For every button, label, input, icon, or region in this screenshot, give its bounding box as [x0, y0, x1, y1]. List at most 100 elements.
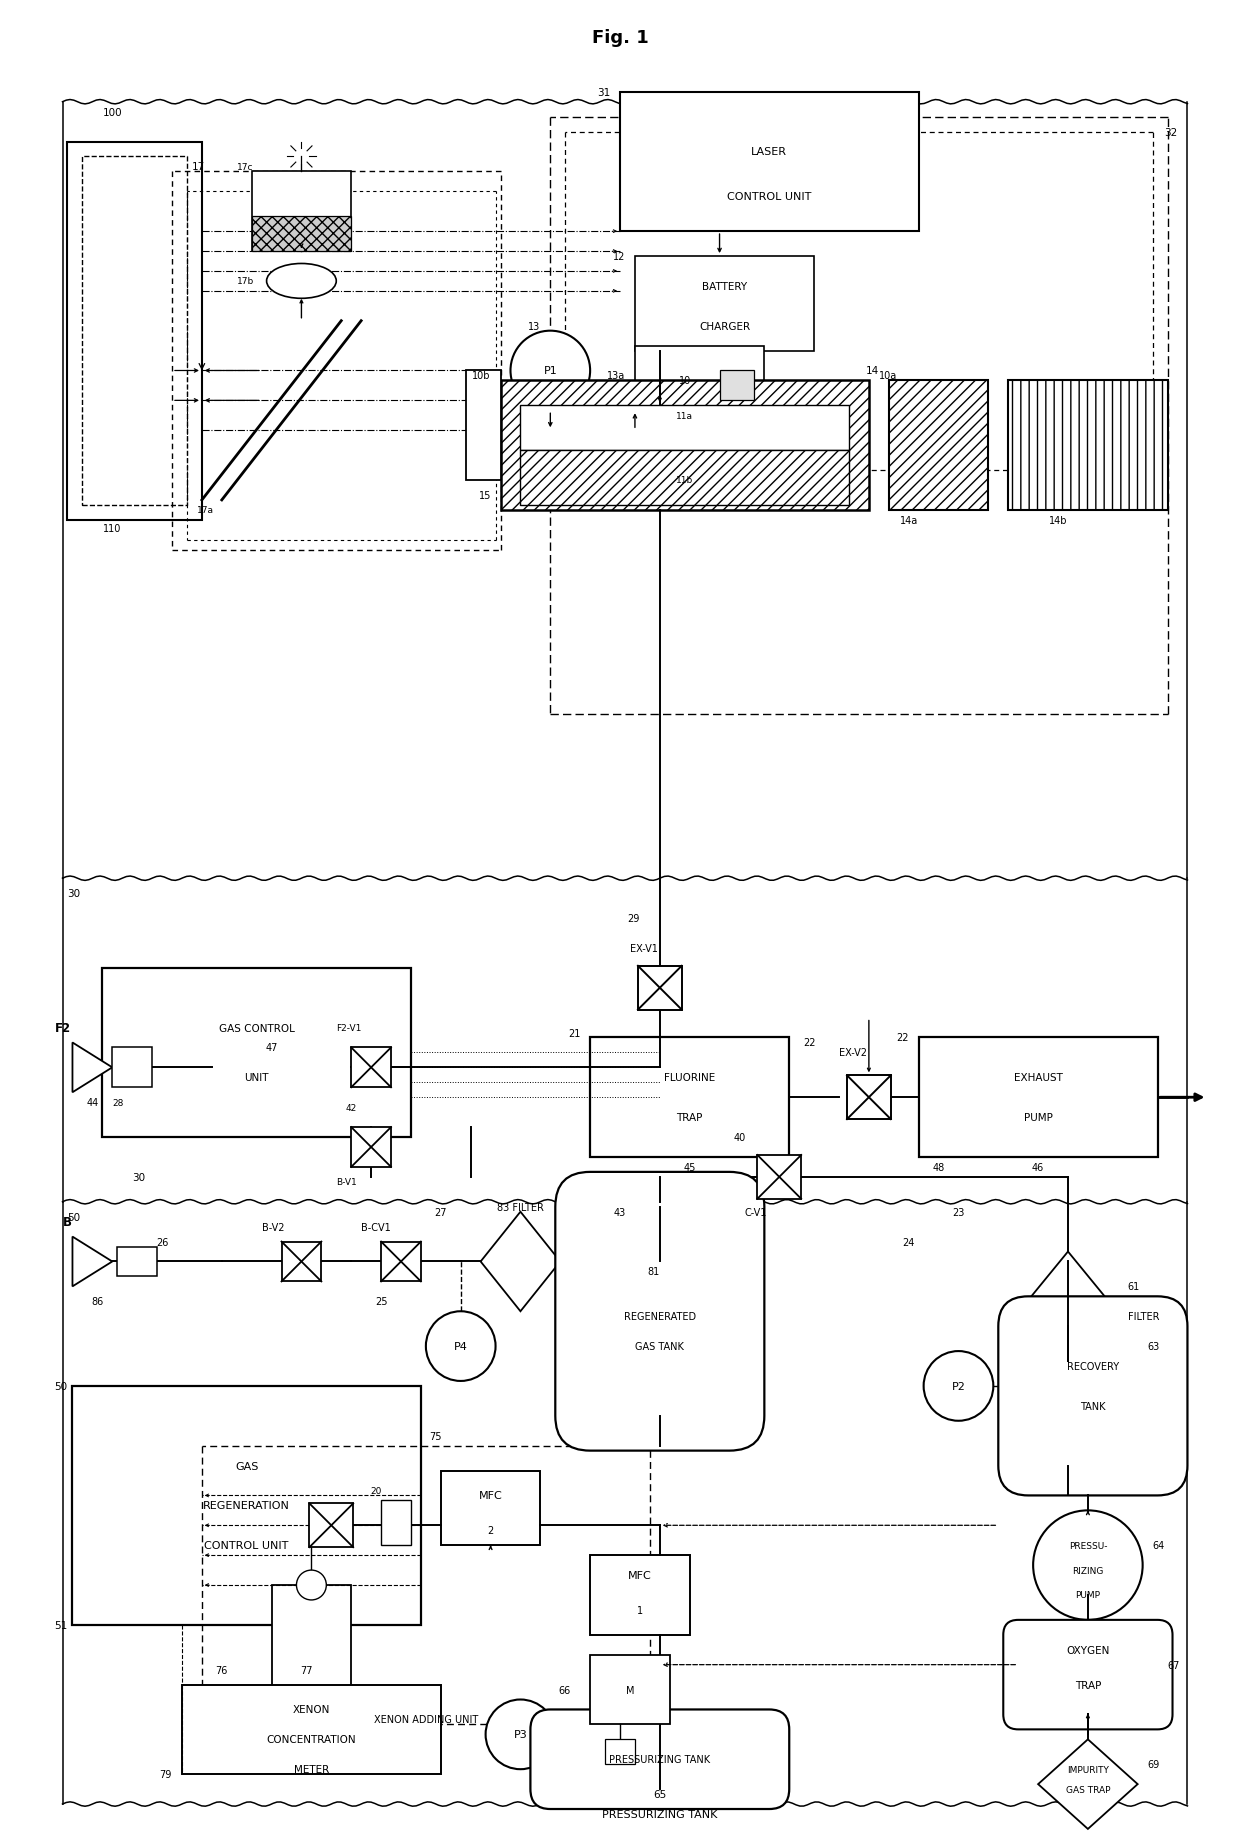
Text: 63: 63 — [1148, 1342, 1159, 1351]
Text: M: M — [626, 1685, 634, 1695]
Bar — [272, 1586, 351, 1695]
Text: 31: 31 — [596, 87, 610, 98]
Text: 10a: 10a — [879, 371, 897, 381]
Text: TANK: TANK — [1080, 1401, 1106, 1412]
Bar — [635, 346, 764, 410]
Bar — [605, 1739, 635, 1765]
Text: MFC: MFC — [479, 1491, 502, 1501]
Text: F2-V1: F2-V1 — [336, 1024, 362, 1033]
Text: PUMP: PUMP — [1024, 1112, 1053, 1122]
Text: B: B — [63, 1216, 72, 1229]
Bar — [635, 257, 815, 351]
Text: REGENERATION: REGENERATION — [203, 1501, 290, 1510]
Bar — [637, 967, 682, 1011]
Text: 64: 64 — [1153, 1541, 1164, 1550]
Bar — [67, 142, 202, 521]
Bar — [521, 451, 849, 506]
Text: 32: 32 — [1164, 128, 1178, 137]
Text: 100: 100 — [103, 107, 122, 118]
Text: 17: 17 — [192, 163, 205, 172]
Text: 30: 30 — [133, 1172, 145, 1183]
Text: 86: 86 — [92, 1297, 103, 1307]
Text: 26: 26 — [156, 1236, 169, 1247]
Text: 46: 46 — [1032, 1162, 1044, 1172]
Bar — [381, 1242, 420, 1283]
Text: 13a: 13a — [606, 371, 625, 381]
Text: 81: 81 — [647, 1266, 660, 1277]
Bar — [501, 381, 869, 510]
Text: CHARGER: CHARGER — [699, 322, 750, 331]
Bar — [521, 407, 849, 451]
Text: RECOVERY: RECOVERY — [1066, 1362, 1118, 1371]
Text: 66: 66 — [558, 1685, 570, 1695]
Text: 15: 15 — [480, 492, 492, 501]
Text: P4: P4 — [454, 1342, 467, 1351]
Text: B-V1: B-V1 — [336, 1177, 357, 1186]
Text: EXHAUST: EXHAUST — [1013, 1072, 1063, 1083]
Text: 13: 13 — [528, 322, 541, 331]
Text: EX-V2: EX-V2 — [839, 1048, 867, 1057]
Text: B-V2: B-V2 — [262, 1222, 284, 1233]
Text: 76: 76 — [216, 1665, 228, 1674]
Bar — [72, 1386, 420, 1624]
Bar — [466, 371, 501, 480]
Text: CONTROL UNIT: CONTROL UNIT — [727, 192, 811, 201]
Text: 25: 25 — [374, 1297, 387, 1307]
Text: PRESSU-: PRESSU- — [1069, 1541, 1107, 1550]
Text: PRESSURIZING TANK: PRESSURIZING TANK — [609, 1754, 711, 1765]
Text: 42: 42 — [346, 1103, 357, 1112]
Text: OXYGEN: OXYGEN — [1066, 1645, 1110, 1654]
Text: 21: 21 — [568, 1027, 580, 1039]
Text: F2: F2 — [55, 1022, 71, 1035]
Text: RIZING: RIZING — [1073, 1565, 1104, 1574]
Bar — [440, 1471, 541, 1545]
Circle shape — [296, 1571, 326, 1600]
Circle shape — [511, 331, 590, 410]
Bar — [118, 1247, 157, 1277]
Text: 20: 20 — [371, 1486, 382, 1495]
Text: METER: METER — [294, 1765, 329, 1774]
Text: 12: 12 — [613, 251, 625, 262]
Text: 50: 50 — [67, 1212, 81, 1222]
Polygon shape — [1023, 1251, 1112, 1362]
Text: 110: 110 — [103, 523, 122, 534]
Bar — [182, 1685, 440, 1774]
Text: P3: P3 — [513, 1730, 527, 1739]
Text: 45: 45 — [683, 1162, 696, 1172]
Text: REGENERATED: REGENERATED — [624, 1312, 696, 1321]
Polygon shape — [481, 1212, 560, 1312]
Text: 1: 1 — [637, 1606, 644, 1615]
Text: 2: 2 — [487, 1525, 494, 1536]
Bar — [919, 1039, 1158, 1157]
Text: 22: 22 — [802, 1039, 816, 1048]
Text: GAS TRAP: GAS TRAP — [1065, 1785, 1110, 1794]
Bar — [252, 216, 351, 251]
Text: 11b: 11b — [676, 477, 693, 486]
Bar — [590, 1556, 689, 1635]
Text: 10: 10 — [678, 377, 691, 386]
FancyBboxPatch shape — [531, 1709, 789, 1809]
Bar — [351, 1048, 391, 1088]
Text: FLUORINE: FLUORINE — [665, 1072, 715, 1083]
Text: 77: 77 — [300, 1665, 312, 1674]
Text: 83 FILTER: 83 FILTER — [497, 1201, 544, 1212]
Text: 14b: 14b — [1049, 516, 1068, 525]
Text: 75: 75 — [429, 1430, 443, 1441]
Polygon shape — [72, 1042, 113, 1092]
Text: 79: 79 — [160, 1769, 172, 1780]
Text: GAS: GAS — [236, 1460, 258, 1471]
Text: MFC: MFC — [627, 1571, 652, 1580]
Text: 65: 65 — [653, 1789, 666, 1800]
Polygon shape — [1038, 1739, 1137, 1830]
Text: P1: P1 — [543, 366, 557, 377]
Circle shape — [425, 1312, 496, 1380]
Bar — [1008, 381, 1168, 510]
Bar — [351, 1127, 391, 1168]
Bar — [847, 1076, 890, 1120]
Text: 27: 27 — [434, 1207, 448, 1218]
Text: PRESSURIZING TANK: PRESSURIZING TANK — [603, 1809, 718, 1818]
Text: 43: 43 — [614, 1207, 626, 1218]
Text: 14a: 14a — [899, 516, 918, 525]
Bar — [82, 157, 187, 506]
Circle shape — [486, 1700, 556, 1769]
